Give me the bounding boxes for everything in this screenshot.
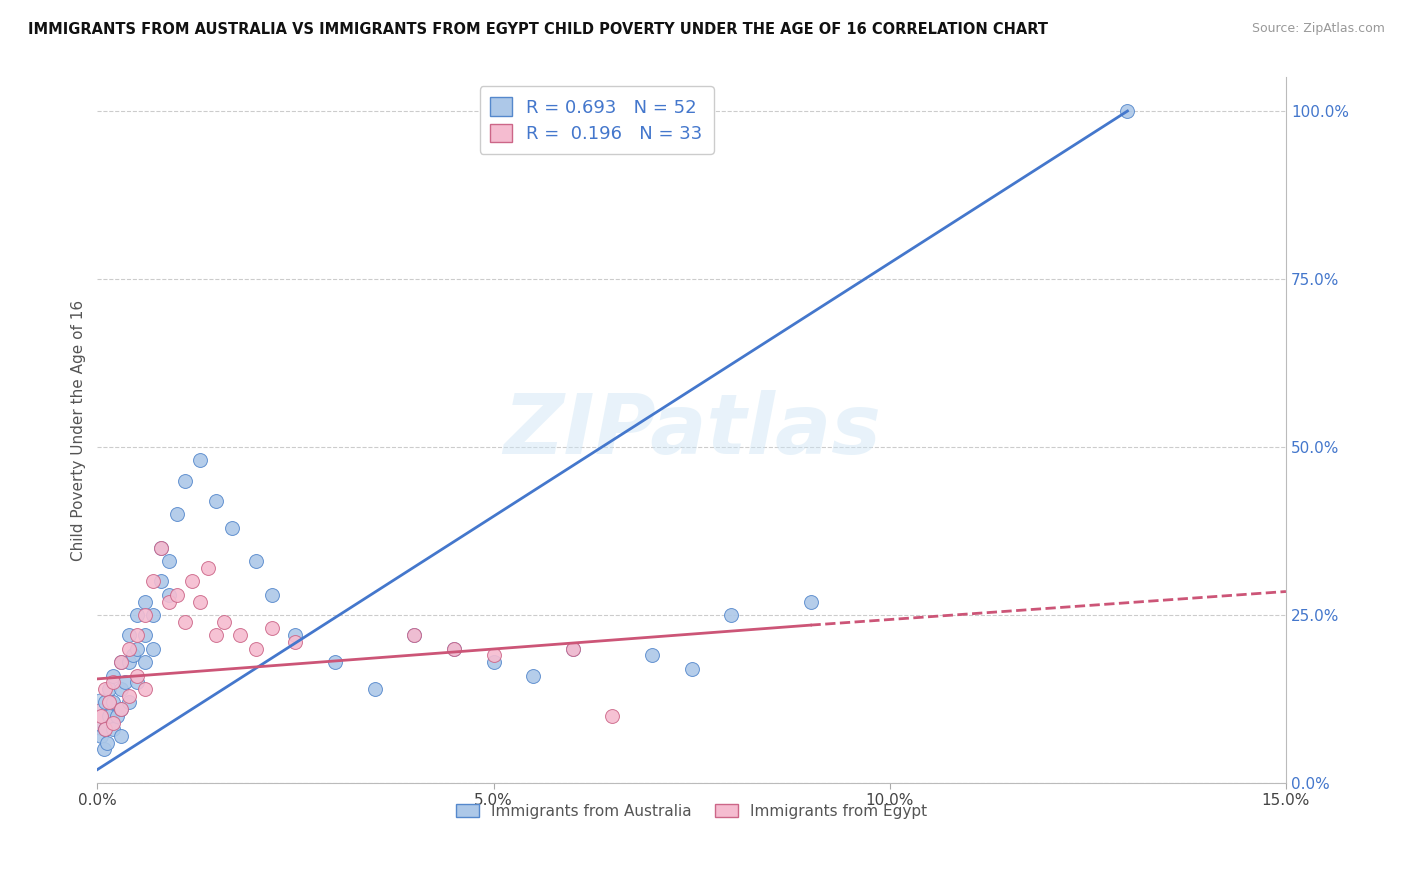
Point (103, 723, 125, 737)
Point (260, 588, 283, 602)
Point (103, 675, 125, 690)
Point (125, 675, 148, 690)
Legend: Immigrants from Australia, Immigrants from Egypt: Immigrants from Australia, Immigrants fr… (450, 797, 934, 825)
Point (197, 561, 219, 575)
Point (1116, 103, 1139, 118)
Point (134, 608, 156, 623)
Point (720, 608, 742, 623)
Point (118, 655, 141, 669)
Point (98, 709, 121, 723)
Point (561, 641, 583, 656)
Point (114, 675, 136, 690)
Point (181, 574, 204, 589)
Point (166, 508, 188, 522)
Point (212, 615, 235, 629)
Point (96, 736, 118, 750)
Point (90, 729, 112, 743)
Point (110, 702, 132, 716)
Point (284, 628, 307, 642)
Point (103, 695, 125, 709)
Point (260, 622, 283, 636)
Point (142, 641, 165, 656)
Point (229, 628, 252, 642)
Point (98, 681, 121, 696)
Point (93, 742, 115, 756)
Point (363, 681, 385, 696)
Point (482, 655, 505, 669)
Point (245, 641, 267, 656)
Point (110, 655, 132, 669)
Point (125, 641, 148, 656)
Point (134, 655, 156, 669)
Point (125, 628, 148, 642)
Point (90, 709, 112, 723)
Point (110, 729, 132, 743)
Point (443, 641, 465, 656)
Point (149, 541, 172, 555)
Y-axis label: Child Poverty Under the Age of 16: Child Poverty Under the Age of 16 (72, 300, 86, 561)
Point (205, 628, 228, 642)
Point (482, 648, 505, 663)
Point (799, 594, 821, 608)
Point (94, 695, 117, 709)
Point (221, 521, 243, 535)
Point (125, 668, 148, 682)
Text: IMMIGRANTS FROM AUSTRALIA VS IMMIGRANTS FROM EGYPT CHILD POVERTY UNDER THE AGE O: IMMIGRANTS FROM AUSTRALIA VS IMMIGRANTS … (28, 22, 1047, 37)
Point (89, 706, 111, 720)
Point (134, 681, 156, 696)
Point (98, 695, 121, 709)
Point (142, 574, 165, 589)
Point (110, 655, 132, 669)
Point (94, 723, 117, 737)
Point (94, 681, 117, 696)
Text: Source: ZipAtlas.com: Source: ZipAtlas.com (1251, 22, 1385, 36)
Point (245, 554, 267, 568)
Point (190, 594, 212, 608)
Point (561, 641, 583, 656)
Point (142, 608, 165, 623)
Point (641, 648, 664, 663)
Point (118, 628, 141, 642)
Point (122, 648, 145, 663)
Point (134, 594, 156, 608)
Point (103, 715, 125, 730)
Point (157, 588, 180, 602)
Point (443, 641, 465, 656)
Point (157, 554, 180, 568)
Point (205, 493, 228, 508)
Point (404, 628, 426, 642)
Point (602, 709, 624, 723)
Point (89, 712, 111, 726)
Point (110, 681, 132, 696)
Point (149, 541, 172, 555)
Point (94, 723, 117, 737)
Point (125, 608, 148, 623)
Point (118, 695, 141, 709)
Point (110, 702, 132, 716)
Point (404, 628, 426, 642)
Point (134, 628, 156, 642)
Point (149, 574, 172, 589)
Point (173, 474, 195, 488)
Point (190, 453, 212, 467)
Point (166, 588, 188, 602)
Point (284, 635, 307, 649)
Point (173, 615, 195, 629)
Point (103, 668, 125, 682)
Point (157, 594, 180, 608)
Text: ZIPatlas: ZIPatlas (503, 390, 880, 471)
Point (118, 689, 141, 703)
Point (522, 668, 544, 682)
Point (681, 662, 703, 676)
Point (323, 655, 346, 669)
Point (105, 709, 128, 723)
Point (118, 641, 141, 656)
